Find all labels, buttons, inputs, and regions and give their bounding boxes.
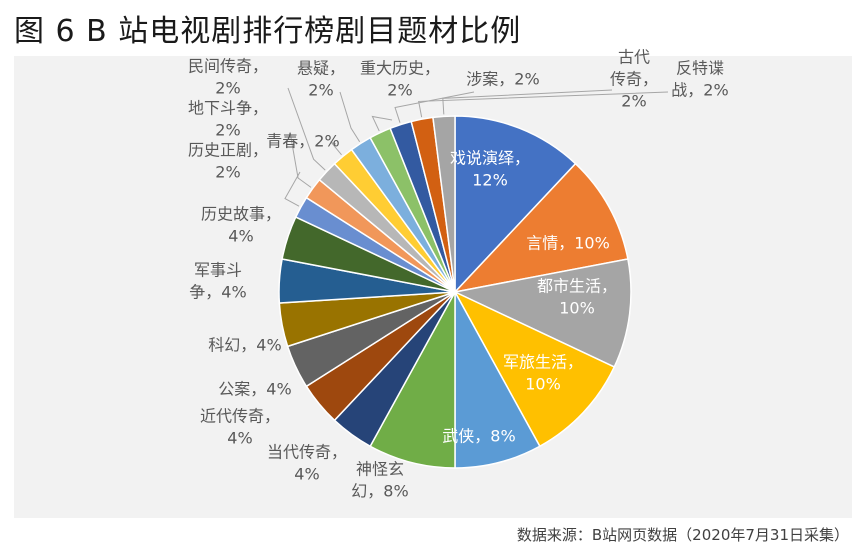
leader-line-17: [339, 91, 361, 142]
pie-slice-2: [452, 162, 629, 294]
leader-line-19: [394, 91, 475, 123]
data-label-1: 戏说演绎， 12%: [450, 149, 530, 190]
pie-slice-6: [369, 291, 456, 469]
data-label-8: 近代传奇， 4%: [200, 407, 280, 448]
leader-line-16: [329, 141, 342, 156]
data-label-21: 古代传奇， 2%: [610, 48, 658, 111]
data-label-4: 军旅生活， 10%: [503, 353, 583, 394]
data-source-note: 数据来源：B站网页数据（2020年7月31日采集）: [516, 526, 849, 544]
pie-slice-5: [454, 291, 541, 469]
data-label-3: 都市生活， 10%: [537, 277, 617, 318]
pie-slice-21: [432, 115, 456, 293]
data-label-11: 军事斗争，4%: [189, 261, 246, 302]
data-label-5: 武侠，8%: [442, 427, 515, 446]
leader-line-13: [284, 171, 301, 207]
leader-line-20: [418, 91, 669, 118]
chart-title: 图 6 B 站电视剧排行榜剧目题材比例: [14, 14, 522, 49]
data-label-14: 地下斗争， 2%: [188, 99, 268, 140]
data-label-19: 涉案，2%: [466, 70, 539, 89]
data-label-20: 反特谍战，2%: [671, 59, 728, 100]
data-label-13: 历史正剧， 2%: [188, 141, 268, 182]
data-label-15: 民间传奇， 2%: [188, 57, 268, 98]
data-label-10: 科幻，4%: [208, 336, 281, 355]
data-label-6: 神怪玄幻，8%: [351, 460, 408, 501]
data-label-16: 青春，2%: [266, 132, 339, 151]
data-label-12: 历史故事， 4%: [201, 205, 281, 246]
data-label-9: 公案，4%: [218, 380, 291, 399]
data-label-18: 重大历史， 2%: [360, 59, 440, 100]
leader-line-21: [442, 89, 613, 115]
pie-slice-1: [454, 115, 577, 294]
data-label-17: 悬疑， 2%: [297, 59, 345, 100]
data-label-7: 当代传奇， 4%: [267, 443, 347, 484]
pie-slice-4: [453, 290, 616, 448]
leader-line-14: [289, 131, 312, 188]
data-label-2: 言情，10%: [526, 234, 610, 253]
leader-line-18: [371, 115, 393, 132]
leader-line-15: [287, 87, 326, 171]
pie-slice-3: [452, 258, 632, 368]
